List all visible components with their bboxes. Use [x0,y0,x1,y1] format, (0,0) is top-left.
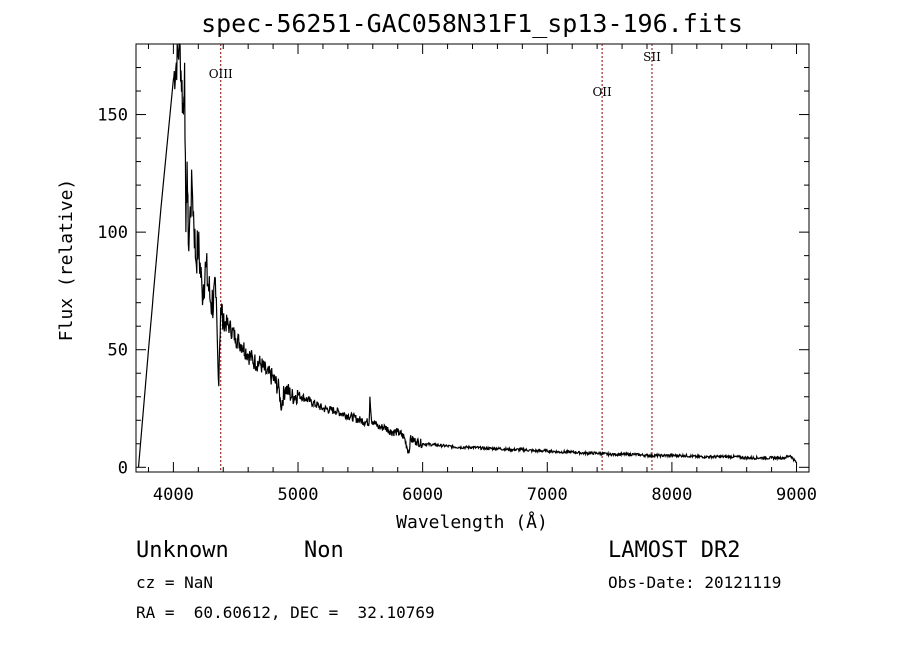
x-tick-label: 7000 [527,485,568,505]
y-axis-ticks: 0 50 100 150 [97,43,809,478]
x-tick-label: 5000 [278,485,319,505]
y-tick-label: 150 [97,106,128,126]
x-tick-label: 6000 [402,485,443,505]
spectrum-line [137,43,797,468]
x-tick-label: 8000 [651,485,692,505]
spectral-class: Unknown [136,538,229,563]
y-tick-label: 50 [108,341,128,361]
x-tick-label: 9000 [776,485,817,505]
coordinates: RA = 60.60612, DEC = 32.10769 [136,603,435,622]
spectral-subclass: Non [304,538,344,563]
x-axis-ticks: 4000 5000 6000 7000 8000 9000 [147,44,817,505]
y-axis-label: Flux (relative) [56,179,77,342]
emission-line-label: OIII [209,67,233,81]
y-tick-label: 100 [97,223,128,243]
emission-line-markers: OIII OII SII [209,44,661,472]
observation-date: Obs-Date: 20121119 [608,573,782,592]
emission-line-label: OII [592,85,612,99]
survey-name: LAMOST DR2 [608,538,741,563]
x-tick-label: 4000 [153,485,194,505]
y-tick-label: 0 [118,458,128,478]
x-axis-label: Wavelength (Å) [396,511,548,533]
plot-frame [135,43,810,473]
redshift-cz: cz = NaN [136,573,214,592]
emission-line-label: SII [643,50,661,64]
chart-title: spec-56251-GAC058N31F1_sp13-196.fits [201,9,743,38]
